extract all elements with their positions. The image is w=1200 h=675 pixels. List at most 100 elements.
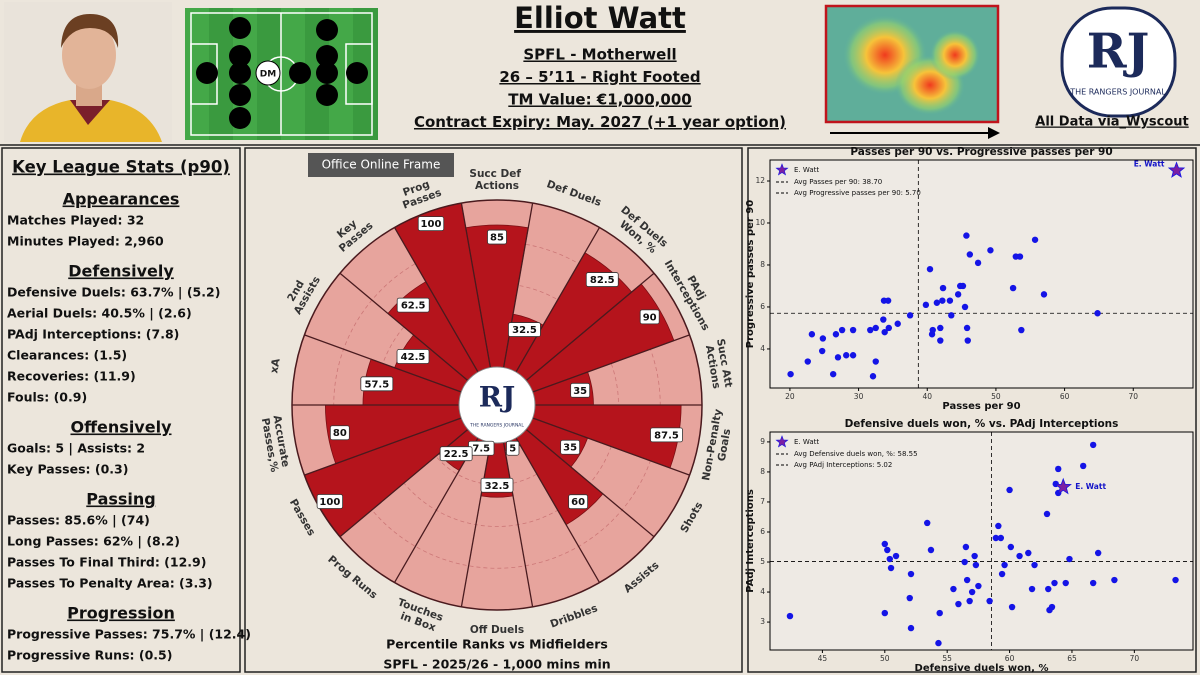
point <box>881 540 888 548</box>
chart-title: Passes per 90 vs. Progressive passes per… <box>850 146 1112 158</box>
point <box>1007 543 1015 551</box>
value-label: 80 <box>333 428 347 439</box>
point <box>986 597 993 605</box>
point <box>954 291 962 298</box>
value-label: 90 <box>643 312 657 323</box>
point <box>887 564 895 572</box>
annotation: E. Watt <box>1075 482 1106 491</box>
category-label: xA <box>268 357 283 375</box>
x-tick-label: 30 <box>854 392 864 401</box>
stat-item: Passes To Penalty Area: (3.3) <box>7 576 213 591</box>
y-tick-label: 4 <box>760 587 765 596</box>
point <box>832 331 840 338</box>
chart-footer: Percentile Ranks vs Midfielders <box>386 637 608 652</box>
value-label: 100 <box>319 497 340 508</box>
value-label: 57.5 <box>364 379 389 390</box>
point <box>1040 291 1048 298</box>
point <box>906 594 913 602</box>
x-tick-label: 65 <box>1067 654 1077 663</box>
point <box>819 335 827 342</box>
point <box>829 370 837 378</box>
point <box>869 373 877 380</box>
point <box>786 612 794 620</box>
point <box>881 328 888 336</box>
spoke <box>393 227 479 373</box>
chart-title: Defensive duels won, % vs. PAdj Intercep… <box>845 418 1119 430</box>
value-label-box <box>480 477 514 493</box>
point <box>1001 561 1008 569</box>
spoke <box>502 203 534 368</box>
point <box>907 570 915 578</box>
x-axis-label: Defensive duels won, % <box>915 663 1049 674</box>
point <box>927 546 935 554</box>
point <box>881 609 888 617</box>
spoke <box>339 272 469 382</box>
header-line: 26 – 5’11 - Right Footed <box>499 68 700 86</box>
plot-area <box>769 159 1194 389</box>
section-heading: Defensively <box>68 262 174 281</box>
point <box>937 324 944 332</box>
value-label-box <box>506 440 520 456</box>
point <box>955 600 962 608</box>
value-label-box <box>487 229 507 245</box>
stat-item: Defensive Duels: 63.7% | (5.2) <box>7 285 220 300</box>
point <box>1018 326 1025 334</box>
x-tick-label: 60 <box>1060 392 1070 401</box>
center-logo-initials: RJ <box>479 381 516 414</box>
y-tick-label: 6 <box>760 527 765 536</box>
y-tick-label: 6 <box>760 302 765 311</box>
point <box>992 534 1000 542</box>
point <box>867 326 874 334</box>
point <box>1031 236 1039 243</box>
point <box>966 251 974 258</box>
point <box>946 297 954 304</box>
credit: All Data via_Wyscout <box>1035 115 1188 130</box>
point <box>959 282 967 290</box>
y-tick-label: 7 <box>760 497 765 506</box>
point <box>872 358 879 365</box>
point <box>849 326 857 334</box>
x-tick-label: 60 <box>1005 654 1015 663</box>
x-tick-label: 40 <box>922 392 932 401</box>
x-tick-label: 70 <box>1130 654 1140 663</box>
value-label: 7.5 <box>472 444 490 455</box>
legend-label: Avg Defensive duels won, %: 58.55 <box>794 450 918 458</box>
stat-item: Progressive Runs: (0.5) <box>7 648 172 663</box>
value-label-box <box>568 494 589 510</box>
value-label-box <box>585 272 619 287</box>
value-label: 5 <box>509 444 516 455</box>
point <box>894 320 901 327</box>
legend-label: E. Watt <box>794 438 819 446</box>
x-axis-label: Passes per 90 <box>942 401 1020 412</box>
point <box>804 358 811 365</box>
spoke <box>304 334 462 393</box>
header-line: TM Value: €1,000,000 <box>508 91 691 109</box>
category-label: Off Duels <box>470 624 524 636</box>
x-tick-label: 50 <box>880 654 890 663</box>
point <box>808 331 816 338</box>
stat-item: Recoveries: (11.9) <box>7 369 136 384</box>
point <box>906 312 914 319</box>
point <box>926 265 934 273</box>
point <box>787 370 794 378</box>
y-axis-label: PAdj Interceptions <box>745 489 756 593</box>
stat-item: Long Passes: 62% | (8.2) <box>7 534 180 549</box>
stat-item: Aerial Duels: 40.5% | (2.6) <box>7 306 192 321</box>
value-label: 22.5 <box>444 449 469 460</box>
point <box>1062 579 1069 587</box>
x-tick-label: 70 <box>1128 392 1138 401</box>
x-tick-label: 55 <box>942 654 952 663</box>
value-label-box <box>329 425 350 441</box>
point <box>935 639 942 647</box>
value-label: 32.5 <box>485 481 510 492</box>
outer-ring <box>291 199 703 611</box>
stat-item: Minutes Played: 2,960 <box>7 234 164 249</box>
plot-area <box>769 431 1194 651</box>
stat-item: PAdj Interceptions: (7.8) <box>7 327 179 342</box>
x-tick-label: 20 <box>785 392 795 401</box>
stat-item: Goals: 5 | Assists: 2 <box>7 441 145 456</box>
y-axis-label: Progressive passes per 90 <box>745 200 756 348</box>
spoke <box>515 227 601 373</box>
point <box>884 546 891 554</box>
